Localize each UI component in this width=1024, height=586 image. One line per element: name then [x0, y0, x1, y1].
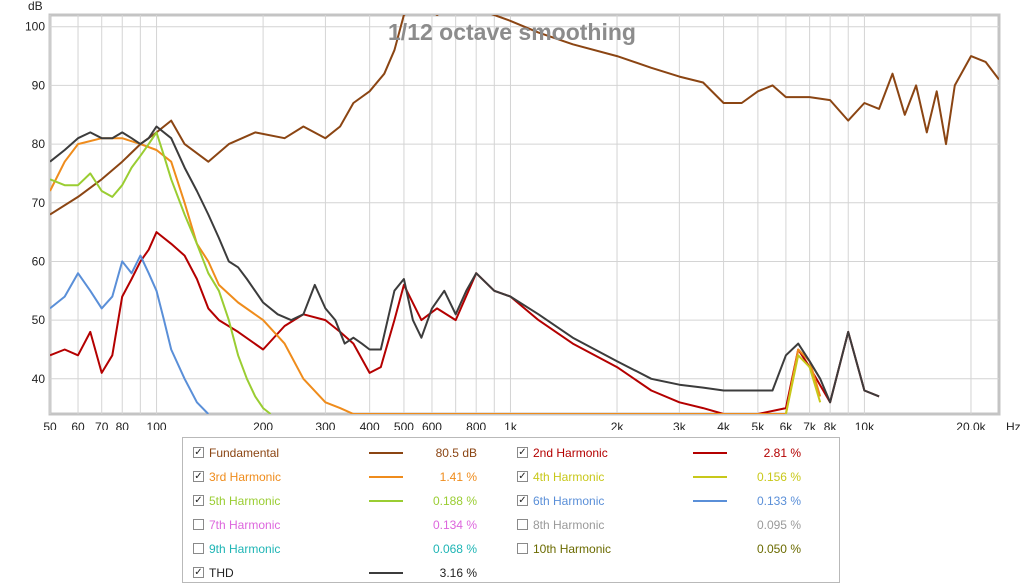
- legend-swatch: [369, 500, 403, 502]
- legend-value: 0.095 %: [756, 518, 801, 532]
- legend-value: 80.5 dB: [435, 446, 477, 460]
- x-tick-label: 6k: [780, 420, 794, 430]
- frequency-response-chart: 40 50 60 70 80 90 100 50 60 70 80 100 200 300 400 500 60…: [25, 0, 1021, 430]
- legend-item-6th-harmonic: ✓ 6th Harmonic 0.133 %: [517, 492, 817, 510]
- legend-value: 0.068 %: [432, 542, 477, 556]
- legend-value: 0.188 %: [432, 494, 477, 508]
- x-tick-label: 7k: [803, 420, 817, 430]
- legend-value: 0.050 %: [756, 542, 801, 556]
- legend-value: 3.16 %: [439, 566, 477, 580]
- legend-value: 0.156 %: [756, 470, 801, 484]
- legend-label: 3rd Harmonic: [209, 470, 282, 484]
- x-tick-label: 50: [43, 420, 57, 430]
- x-tick-label: 100: [147, 420, 167, 430]
- legend-checkbox-10th-harmonic[interactable]: [517, 543, 528, 554]
- legend-label: 2nd Harmonic: [533, 446, 608, 460]
- x-tick-label: 5k: [752, 420, 766, 430]
- x-tick-label: 2k: [611, 420, 625, 430]
- y-tick-label: 100: [25, 20, 45, 34]
- legend-label: 10th Harmonic: [533, 542, 612, 556]
- series-line-2nd-harmonic: [50, 231, 880, 414]
- legend-value: 0.133 %: [756, 494, 801, 508]
- legend-label: 4th Harmonic: [533, 470, 605, 484]
- x-tick-label: 80: [116, 420, 130, 430]
- series-line-thd: [50, 125, 880, 404]
- legend-item-7th-harmonic: 7th Harmonic 0.134 %: [193, 516, 493, 534]
- legend-item-3rd-harmonic: ✓ 3rd Harmonic 1.41 %: [193, 468, 493, 486]
- x-tick-label: 500: [394, 420, 414, 430]
- legend-item-5th-harmonic: ✓ 5th Harmonic 0.188 %: [193, 492, 493, 510]
- legend-swatch: [369, 476, 403, 478]
- x-tick-label: 10k: [855, 420, 875, 430]
- legend-checkbox-6th-harmonic[interactable]: ✓: [517, 495, 528, 506]
- x-tick-label: 400: [360, 420, 380, 430]
- legend-value: 1.41 %: [439, 470, 477, 484]
- legend-swatch: [369, 572, 403, 574]
- x-tick-label: 1k: [504, 420, 518, 430]
- legend-swatch: [369, 452, 403, 454]
- legend-item-10th-harmonic: 10th Harmonic 0.050 %: [517, 540, 817, 558]
- legend-item-thd: ✓ THD 3.16 %: [193, 564, 493, 582]
- legend-checkbox-4th-harmonic[interactable]: ✓: [517, 471, 528, 482]
- plot-area: [48, 13, 1001, 416]
- x-tick-label: 200: [253, 420, 273, 430]
- legend-panel: ✓ Fundamental 80.5 dB ✓ 2nd Harmonic 2.81 % ✓ 3…: [182, 437, 840, 583]
- legend-checkbox-thd[interactable]: ✓: [193, 567, 204, 578]
- x-tick-label: 60: [71, 420, 85, 430]
- x-tick-label: 70: [95, 420, 109, 430]
- series-line-3rd-harmonic: [50, 137, 822, 414]
- legend-checkbox-fundamental[interactable]: ✓: [193, 447, 204, 458]
- y-tick-label: 70: [32, 196, 46, 210]
- series-line-4th-harmonic: [784, 354, 822, 414]
- x-tick-label: 800: [466, 420, 486, 430]
- x-tick-label: 3k: [673, 420, 687, 430]
- x-tick-label: 600: [422, 420, 442, 430]
- legend-label: 5th Harmonic: [209, 494, 281, 508]
- series-line-5th-harmonic: [50, 131, 272, 414]
- y-tick-label: 40: [32, 372, 46, 386]
- x-tick-label: 8k: [824, 420, 838, 430]
- chart-title: 1/12 octave smoothing: [388, 19, 636, 45]
- x-tick-label: 300: [315, 420, 335, 430]
- legend-value: 0.134 %: [432, 518, 477, 532]
- legend-swatch: [693, 500, 727, 502]
- y-tick-label: 80: [32, 137, 46, 151]
- legend-checkbox-3rd-harmonic[interactable]: ✓: [193, 471, 204, 482]
- series-line-6th-harmonic: [50, 254, 210, 414]
- legend-value: 2.81 %: [763, 446, 801, 460]
- legend-label: 9th Harmonic: [209, 542, 281, 556]
- legend-item-8th-harmonic: 8th Harmonic 0.095 %: [517, 516, 817, 534]
- legend-label: 6th Harmonic: [533, 494, 605, 508]
- series-line-fundamental: [50, 15, 999, 216]
- legend-swatch: [693, 476, 727, 478]
- legend-item-fundamental: ✓ Fundamental 80.5 dB: [193, 444, 493, 462]
- legend-checkbox-5th-harmonic[interactable]: ✓: [193, 495, 204, 506]
- x-axis-unit: Hz: [1006, 420, 1021, 430]
- legend-label: Fundamental: [209, 446, 280, 460]
- legend-item-4th-harmonic: ✓ 4th Harmonic 0.156 %: [517, 468, 817, 486]
- y-tick-label: 90: [32, 78, 46, 92]
- y-tick-label: 60: [32, 254, 46, 268]
- legend-label: 7th Harmonic: [209, 518, 281, 532]
- series-group: [50, 15, 999, 414]
- legend-checkbox-8th-harmonic[interactable]: [517, 519, 528, 530]
- y-axis-label: dB: [28, 0, 43, 13]
- x-tick-label: 4k: [717, 420, 731, 430]
- x-tick-label: 20.0k: [956, 420, 986, 430]
- legend-checkbox-2nd-harmonic[interactable]: ✓: [517, 447, 528, 458]
- legend-checkbox-7th-harmonic[interactable]: [193, 519, 204, 530]
- legend-label: 8th Harmonic: [533, 518, 605, 532]
- legend-item-2nd-harmonic: ✓ 2nd Harmonic 2.81 %: [517, 444, 817, 462]
- legend-checkbox-9th-harmonic[interactable]: [193, 543, 204, 554]
- legend-swatch: [693, 452, 727, 454]
- legend-item-9th-harmonic: 9th Harmonic 0.068 %: [193, 540, 493, 558]
- y-tick-label: 50: [32, 313, 46, 327]
- legend-label: THD: [209, 566, 234, 580]
